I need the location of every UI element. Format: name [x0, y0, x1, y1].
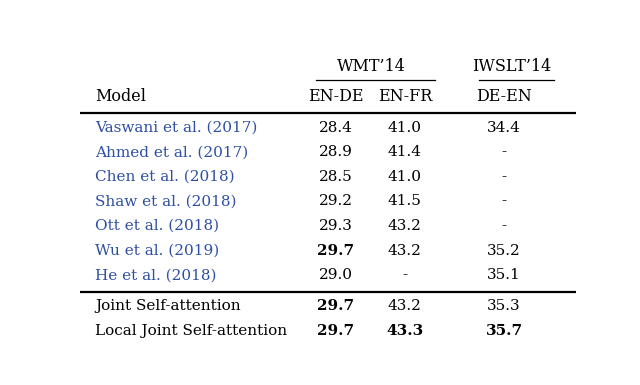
Text: 35.2: 35.2: [487, 244, 521, 258]
Text: 43.2: 43.2: [388, 219, 422, 233]
Text: Shaw et al. (2018): Shaw et al. (2018): [95, 194, 236, 209]
Text: 28.5: 28.5: [319, 170, 352, 184]
Text: 43.2: 43.2: [388, 244, 422, 258]
Text: 28.9: 28.9: [319, 145, 353, 159]
Text: 34.4: 34.4: [487, 121, 521, 135]
Text: Ahmed et al. (2017): Ahmed et al. (2017): [95, 145, 248, 159]
Text: 29.2: 29.2: [319, 194, 353, 209]
Text: IWSLT’14: IWSLT’14: [472, 59, 551, 75]
Text: Ott et al. (2018): Ott et al. (2018): [95, 219, 219, 233]
Text: 43.3: 43.3: [387, 324, 424, 338]
Text: 29.0: 29.0: [319, 268, 353, 282]
Text: He et al. (2018): He et al. (2018): [95, 268, 216, 282]
Text: -: -: [502, 145, 507, 159]
Text: 29.7: 29.7: [317, 300, 354, 313]
Text: Local Joint Self-attention: Local Joint Self-attention: [95, 324, 287, 338]
Text: 41.5: 41.5: [388, 194, 422, 209]
Text: -: -: [403, 268, 408, 282]
Text: DE-EN: DE-EN: [476, 88, 532, 105]
Text: 41.0: 41.0: [388, 121, 422, 135]
Text: 29.7: 29.7: [317, 324, 354, 338]
Text: 28.4: 28.4: [319, 121, 353, 135]
Text: WMT’14: WMT’14: [337, 59, 406, 75]
Text: -: -: [502, 194, 507, 209]
Text: 43.2: 43.2: [388, 300, 422, 313]
Text: Wu et al. (2019): Wu et al. (2019): [95, 244, 219, 258]
Text: Vaswani et al. (2017): Vaswani et al. (2017): [95, 121, 257, 135]
Text: EN-FR: EN-FR: [378, 88, 432, 105]
Text: Chen et al. (2018): Chen et al. (2018): [95, 170, 234, 184]
Text: 35.1: 35.1: [487, 268, 521, 282]
Text: -: -: [502, 170, 507, 184]
Text: 41.0: 41.0: [388, 170, 422, 184]
Text: Model: Model: [95, 88, 146, 105]
Text: 41.4: 41.4: [388, 145, 422, 159]
Text: EN-DE: EN-DE: [308, 88, 363, 105]
Text: -: -: [502, 219, 507, 233]
Text: 35.7: 35.7: [486, 324, 523, 338]
Text: 29.7: 29.7: [317, 244, 354, 258]
Text: Joint Self-attention: Joint Self-attention: [95, 300, 241, 313]
Text: 35.3: 35.3: [487, 300, 521, 313]
Text: 29.3: 29.3: [319, 219, 353, 233]
